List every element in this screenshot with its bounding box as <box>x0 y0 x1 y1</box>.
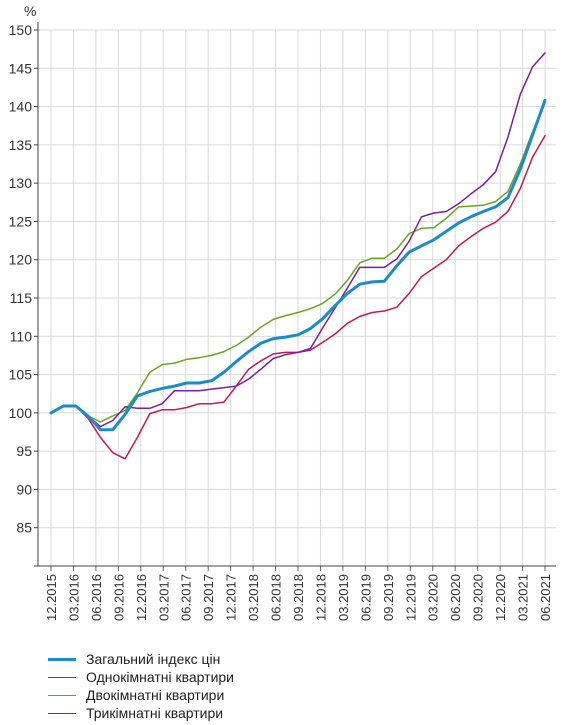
x-tick-label: 09.2019 <box>381 574 396 621</box>
legend-item: Однокімнатні квартири <box>48 668 234 686</box>
x-tick-label: 03.2019 <box>336 574 351 621</box>
series-line-3 <box>50 101 546 423</box>
y-tick-label: 105 <box>9 367 33 383</box>
legend-swatch <box>48 712 76 714</box>
y-axis-unit-label: % <box>24 3 36 19</box>
x-tick-label: 12.2018 <box>313 574 328 621</box>
legend-item: Трикімнатні квартири <box>48 704 234 722</box>
y-tick-label: 140 <box>9 99 33 115</box>
y-tick-label: 115 <box>10 290 33 306</box>
x-tick-label: 06.2017 <box>179 574 194 621</box>
legend-label: Трикімнатні квартири <box>86 705 224 721</box>
x-tick-label: 03.2017 <box>156 574 171 621</box>
legend-label: Двокімнатні квартири <box>86 687 225 703</box>
x-tick-label: 06.2021 <box>538 574 553 621</box>
x-tick-label: 06.2018 <box>269 574 284 621</box>
axes <box>34 22 556 571</box>
series-line-1 <box>49 98 547 432</box>
x-tick-label: 12.2020 <box>493 574 508 621</box>
y-tick-label: 150 <box>9 22 33 38</box>
y-tick-labels: 85 90 95 100 105 110 115 120 125 130 135 140 145 150 <box>9 22 33 536</box>
legend: Загальний індекс цін Однокімнатні квартир… <box>48 650 234 722</box>
x-tick-label: 09.2017 <box>201 574 216 621</box>
y-tick-label: 135 <box>9 137 33 153</box>
y-tick-label: 110 <box>10 328 33 344</box>
legend-item: Загальний індекс цін <box>48 650 234 668</box>
y-tick-label: 85 <box>16 520 32 536</box>
x-tick-label: 12.2017 <box>224 574 239 621</box>
x-tick-label: 03.2016 <box>66 574 81 621</box>
series-line-4 <box>50 52 546 428</box>
x-tick-labels: 12.2015 03.2016 06.2016 09.2016 12.2016 03.20… <box>44 574 553 621</box>
x-tick-label: 03.2021 <box>516 574 531 621</box>
legend-item: Двокімнатні квартири <box>48 686 234 704</box>
y-tick-label: 130 <box>9 175 33 191</box>
y-tick-label: 90 <box>16 481 32 497</box>
legend-swatch <box>48 676 76 678</box>
legend-label: Однокімнатні квартири <box>86 669 234 685</box>
x-tick-label: 12.2015 <box>44 574 59 621</box>
x-tick-label: 06.2020 <box>448 574 463 621</box>
y-tick-label: 145 <box>9 60 33 76</box>
y-tick-label: 125 <box>9 213 33 229</box>
x-tick-label: 09.2020 <box>471 574 486 621</box>
line-chart: 859095100105110115120125130135140145150 … <box>9 3 556 621</box>
legend-swatch <box>48 694 76 696</box>
x-tick-label: 06.2019 <box>358 574 373 621</box>
x-tick-label: 12.2019 <box>403 574 418 621</box>
y-tick-label: 100 <box>9 405 33 421</box>
x-tick-label: 06.2016 <box>89 574 104 621</box>
gridlines <box>38 29 556 566</box>
x-tick-label: 09.2018 <box>291 574 306 621</box>
legend-swatch <box>48 657 76 661</box>
x-tick-label: 09.2016 <box>111 574 126 621</box>
y-tick-label: 120 <box>9 252 33 268</box>
y-tick-label: 95 <box>16 443 32 459</box>
series-lines <box>49 52 547 460</box>
x-tick-label: 03.2018 <box>246 574 261 621</box>
x-tick-label: 03.2020 <box>426 574 441 621</box>
x-tick-label: 12.2016 <box>134 574 149 621</box>
legend-label: Загальний індекс цін <box>86 651 221 667</box>
